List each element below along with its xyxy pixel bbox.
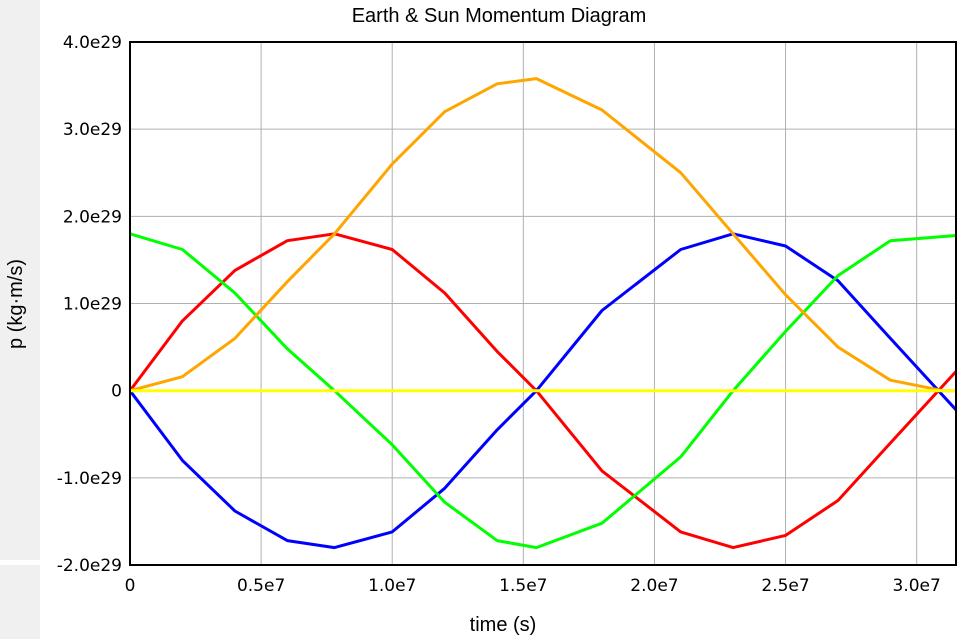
y-tick-label-3: 1.0e29 [63,295,122,315]
y-tick-label-4: 0 [111,382,122,402]
x-tick-label-2: 1.0e7 [368,576,416,596]
series-line-0 [128,232,958,550]
left-margin-panel [0,0,40,560]
x-tick-label-0: 0 [125,576,136,596]
x-tick-label-4: 2.0e7 [630,576,678,596]
y-tick-label-6: -2.0e29 [57,556,122,576]
x-tick-label-1: 0.5e7 [237,576,285,596]
x-tick-labels: 0 0.5e7 1.0e7 1.5e7 2.0e7 2.5e7 3.0e7 [125,576,941,596]
series-line-2 [129,232,957,550]
y-tick-labels: 4.0e29 3.0e29 2.0e29 1.0e29 0 -1.0e29 -2.0e29 [57,33,122,576]
y-axis-label: p (kg·m/s) [5,259,27,349]
y-tick-label-2: 2.0e29 [63,207,122,227]
y-tick-label-0: 4.0e29 [63,33,122,53]
x-tick-label-6: 3.0e7 [893,576,941,596]
x-tick-label-3: 1.5e7 [499,576,547,596]
series-line-1 [128,232,958,550]
chart-title: Earth & Sun Momentum Diagram [352,5,647,27]
series-lines [128,77,958,550]
y-tick-label-5: -1.0e29 [57,469,122,489]
series-line-3 [129,77,956,393]
bottom-margin-panel [0,565,40,639]
x-axis-label: time (s) [470,614,537,636]
plot-frame [129,41,957,566]
y-tick-label-1: 3.0e29 [63,120,122,140]
x-tick-label-5: 2.5e7 [761,576,809,596]
